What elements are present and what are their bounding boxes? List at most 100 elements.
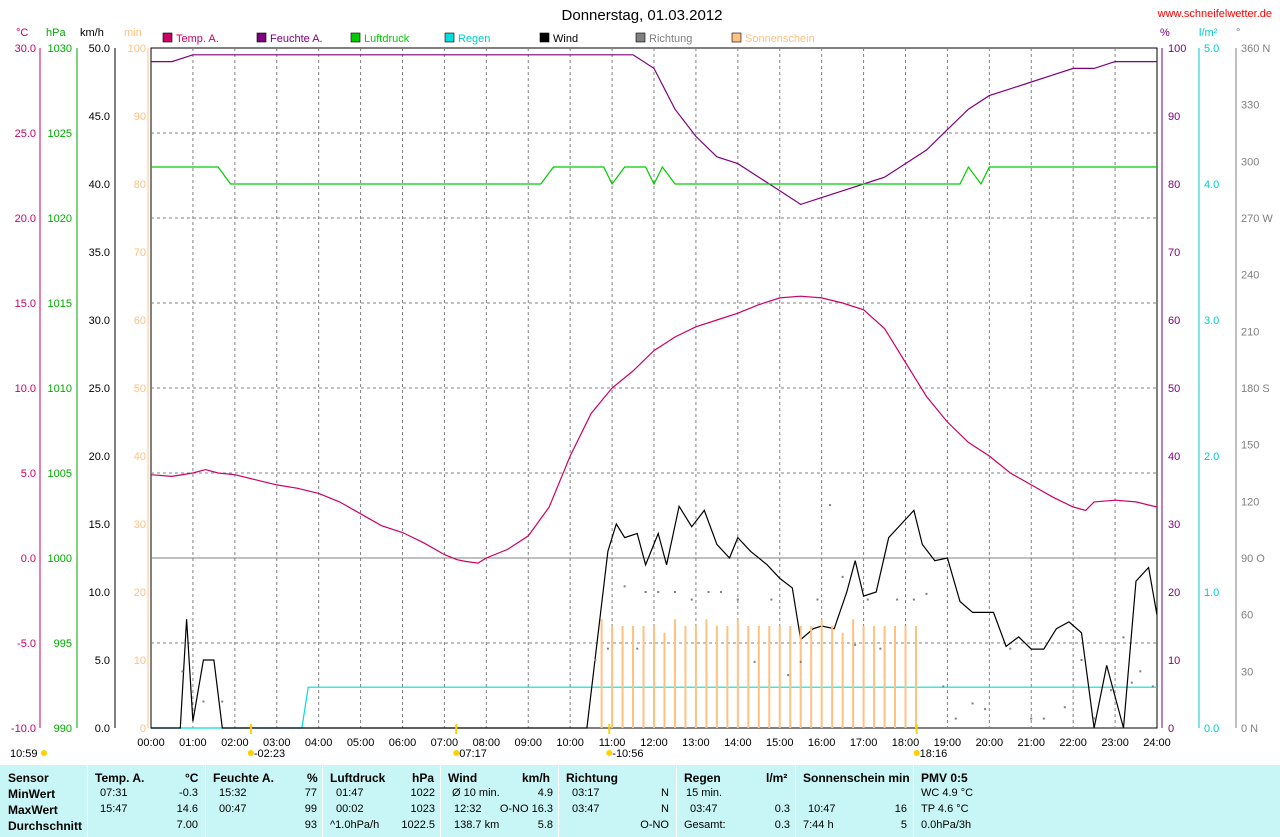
temp-tick-label: 0.0	[21, 553, 36, 565]
x-tick-label: 16:00	[808, 737, 836, 749]
header-rain-unit: l/m²	[766, 771, 788, 785]
pressure-tick-label: 990	[54, 723, 72, 735]
website-link[interactable]: www.schneifelwetter.de	[1157, 8, 1272, 20]
direction-point	[984, 708, 987, 711]
stats-header-row: Sensor Temp. A. °C Feuchte A. % Luftdruc…	[0, 771, 1280, 787]
direction-point	[896, 598, 899, 601]
x-tick-label: 07:00	[431, 737, 459, 749]
direction-point	[866, 598, 869, 601]
direction-tick-label: 90 O	[1241, 553, 1265, 565]
stats-divider	[87, 765, 88, 837]
x-tick-label: 20:00	[976, 737, 1004, 749]
legend-label: Regen	[458, 33, 490, 45]
sunshine-value: 5	[900, 819, 907, 831]
legend-label: Feuchte A.	[270, 33, 323, 45]
x-tick-label: 04:00	[305, 737, 333, 749]
direction-time: 03:47	[572, 803, 600, 815]
pmv-value: WC 4.9 °C	[921, 787, 974, 799]
stats-divider	[205, 765, 206, 837]
x-tick-label: 12:00	[640, 737, 668, 749]
direction-point	[854, 643, 857, 646]
x-tick-label: 24:00	[1143, 737, 1171, 749]
direction-tick-label: 120	[1241, 496, 1259, 508]
sunshine-tick-label: 10	[134, 655, 146, 667]
sun-marker-label: -10:56	[612, 748, 643, 760]
humidity-tick-label: 30	[1168, 519, 1180, 531]
direction-point	[912, 598, 915, 601]
humidity-tick-label: 50	[1168, 383, 1180, 395]
stats-divider	[322, 765, 323, 837]
stats-divider	[558, 765, 559, 837]
legend-label: Luftdruck	[364, 33, 410, 45]
direction-point	[1139, 670, 1142, 673]
rain-time: 03:47	[690, 803, 718, 815]
rain-tick-label: 4.0	[1204, 179, 1219, 191]
legend: Temp. A. Feuchte A. Luftdruck Regen Wind Rich…	[162, 32, 815, 45]
x-tick-label: 17:00	[850, 737, 878, 749]
direction-value: N	[661, 803, 669, 815]
sun-marker-label: -02:23	[254, 748, 285, 760]
temp-tick-label: 25.0	[15, 128, 36, 140]
direction-point	[971, 702, 974, 705]
pmv-value: TP 4.6 °C	[921, 803, 969, 815]
direction-point	[644, 591, 647, 593]
header-temp-unit: °C	[185, 771, 199, 785]
humidity-tick-label: 20	[1168, 587, 1180, 599]
direction-time: 03:17	[572, 787, 600, 799]
humidity-time: 15:32	[219, 787, 247, 799]
temp-axis-unit: °C	[16, 27, 28, 39]
legend-swatch	[731, 32, 742, 43]
direction-point	[816, 598, 819, 601]
x-tick-label: 01:00	[179, 737, 207, 749]
corner-time: 10:59	[10, 748, 38, 760]
direction-point	[1063, 706, 1066, 709]
wind-value: 5.8	[537, 819, 553, 831]
stats-divider	[795, 765, 796, 837]
sun-icon	[247, 750, 254, 756]
direction-tick-label: 270 W	[1241, 213, 1273, 225]
pressure-tick-label: 995	[54, 638, 72, 650]
rain-tick-label: 0.0	[1204, 723, 1219, 735]
wind-tick-label: 45.0	[89, 111, 110, 123]
direction-point	[594, 659, 597, 661]
humidity-tick-label: 90	[1168, 111, 1180, 123]
sun-icon	[913, 750, 920, 756]
pressure-tick-label: 1005	[48, 468, 72, 480]
pressure-time: 01:47	[336, 787, 364, 799]
direction-tick-label: 0 N	[1241, 723, 1258, 735]
direction-point	[787, 674, 790, 677]
direction-point	[720, 591, 723, 593]
x-tick-label: 19:00	[934, 737, 962, 749]
header-rain: Regen	[684, 771, 721, 785]
header-sensor: Sensor	[8, 771, 49, 785]
humidity-tick-label: 10	[1168, 655, 1180, 667]
stats-table: Sensor Temp. A. °C Feuchte A. % Luftdruc…	[0, 765, 1280, 837]
temp-value: 7.00	[176, 819, 198, 831]
direction-point	[1122, 636, 1125, 639]
direction-axis-unit: °	[1236, 27, 1240, 39]
pressure-tick-label: 1020	[48, 213, 72, 225]
sun-markers: -02:23 07:17 -10:56 18:16	[247, 724, 947, 760]
direction-point	[181, 670, 184, 673]
legend-swatch	[635, 32, 646, 43]
legend-label: Sonnenschein	[745, 33, 815, 45]
sunshine-tick-label: 60	[134, 315, 146, 327]
rain-value: 0.3	[774, 819, 790, 831]
pressure-tick-label: 1010	[48, 383, 72, 395]
weather-chart: Donnerstag, 01.03.2012 www.schneifelwett…	[10, 7, 1274, 760]
direction-value: N	[661, 787, 669, 799]
x-tick-label: 05:00	[347, 737, 375, 749]
direction-point	[841, 575, 844, 578]
wind-value: O-NO 16.3	[499, 803, 553, 815]
sunshine-tick-label: 90	[134, 111, 146, 123]
sunshine-time: 10:47	[808, 803, 836, 815]
stats-divider	[440, 765, 441, 837]
rain-tick-label: 3.0	[1204, 315, 1219, 327]
direction-tick-label: 240	[1241, 270, 1259, 282]
wind-time: Ø 10 min.	[452, 787, 500, 799]
x-tick-label: 18:00	[892, 737, 920, 749]
header-pressure: Luftdruck	[330, 771, 386, 785]
header-humidity: Feuchte A.	[213, 771, 274, 785]
header-humidity-unit: %	[307, 771, 318, 785]
legend-label: Richtung	[649, 33, 692, 45]
